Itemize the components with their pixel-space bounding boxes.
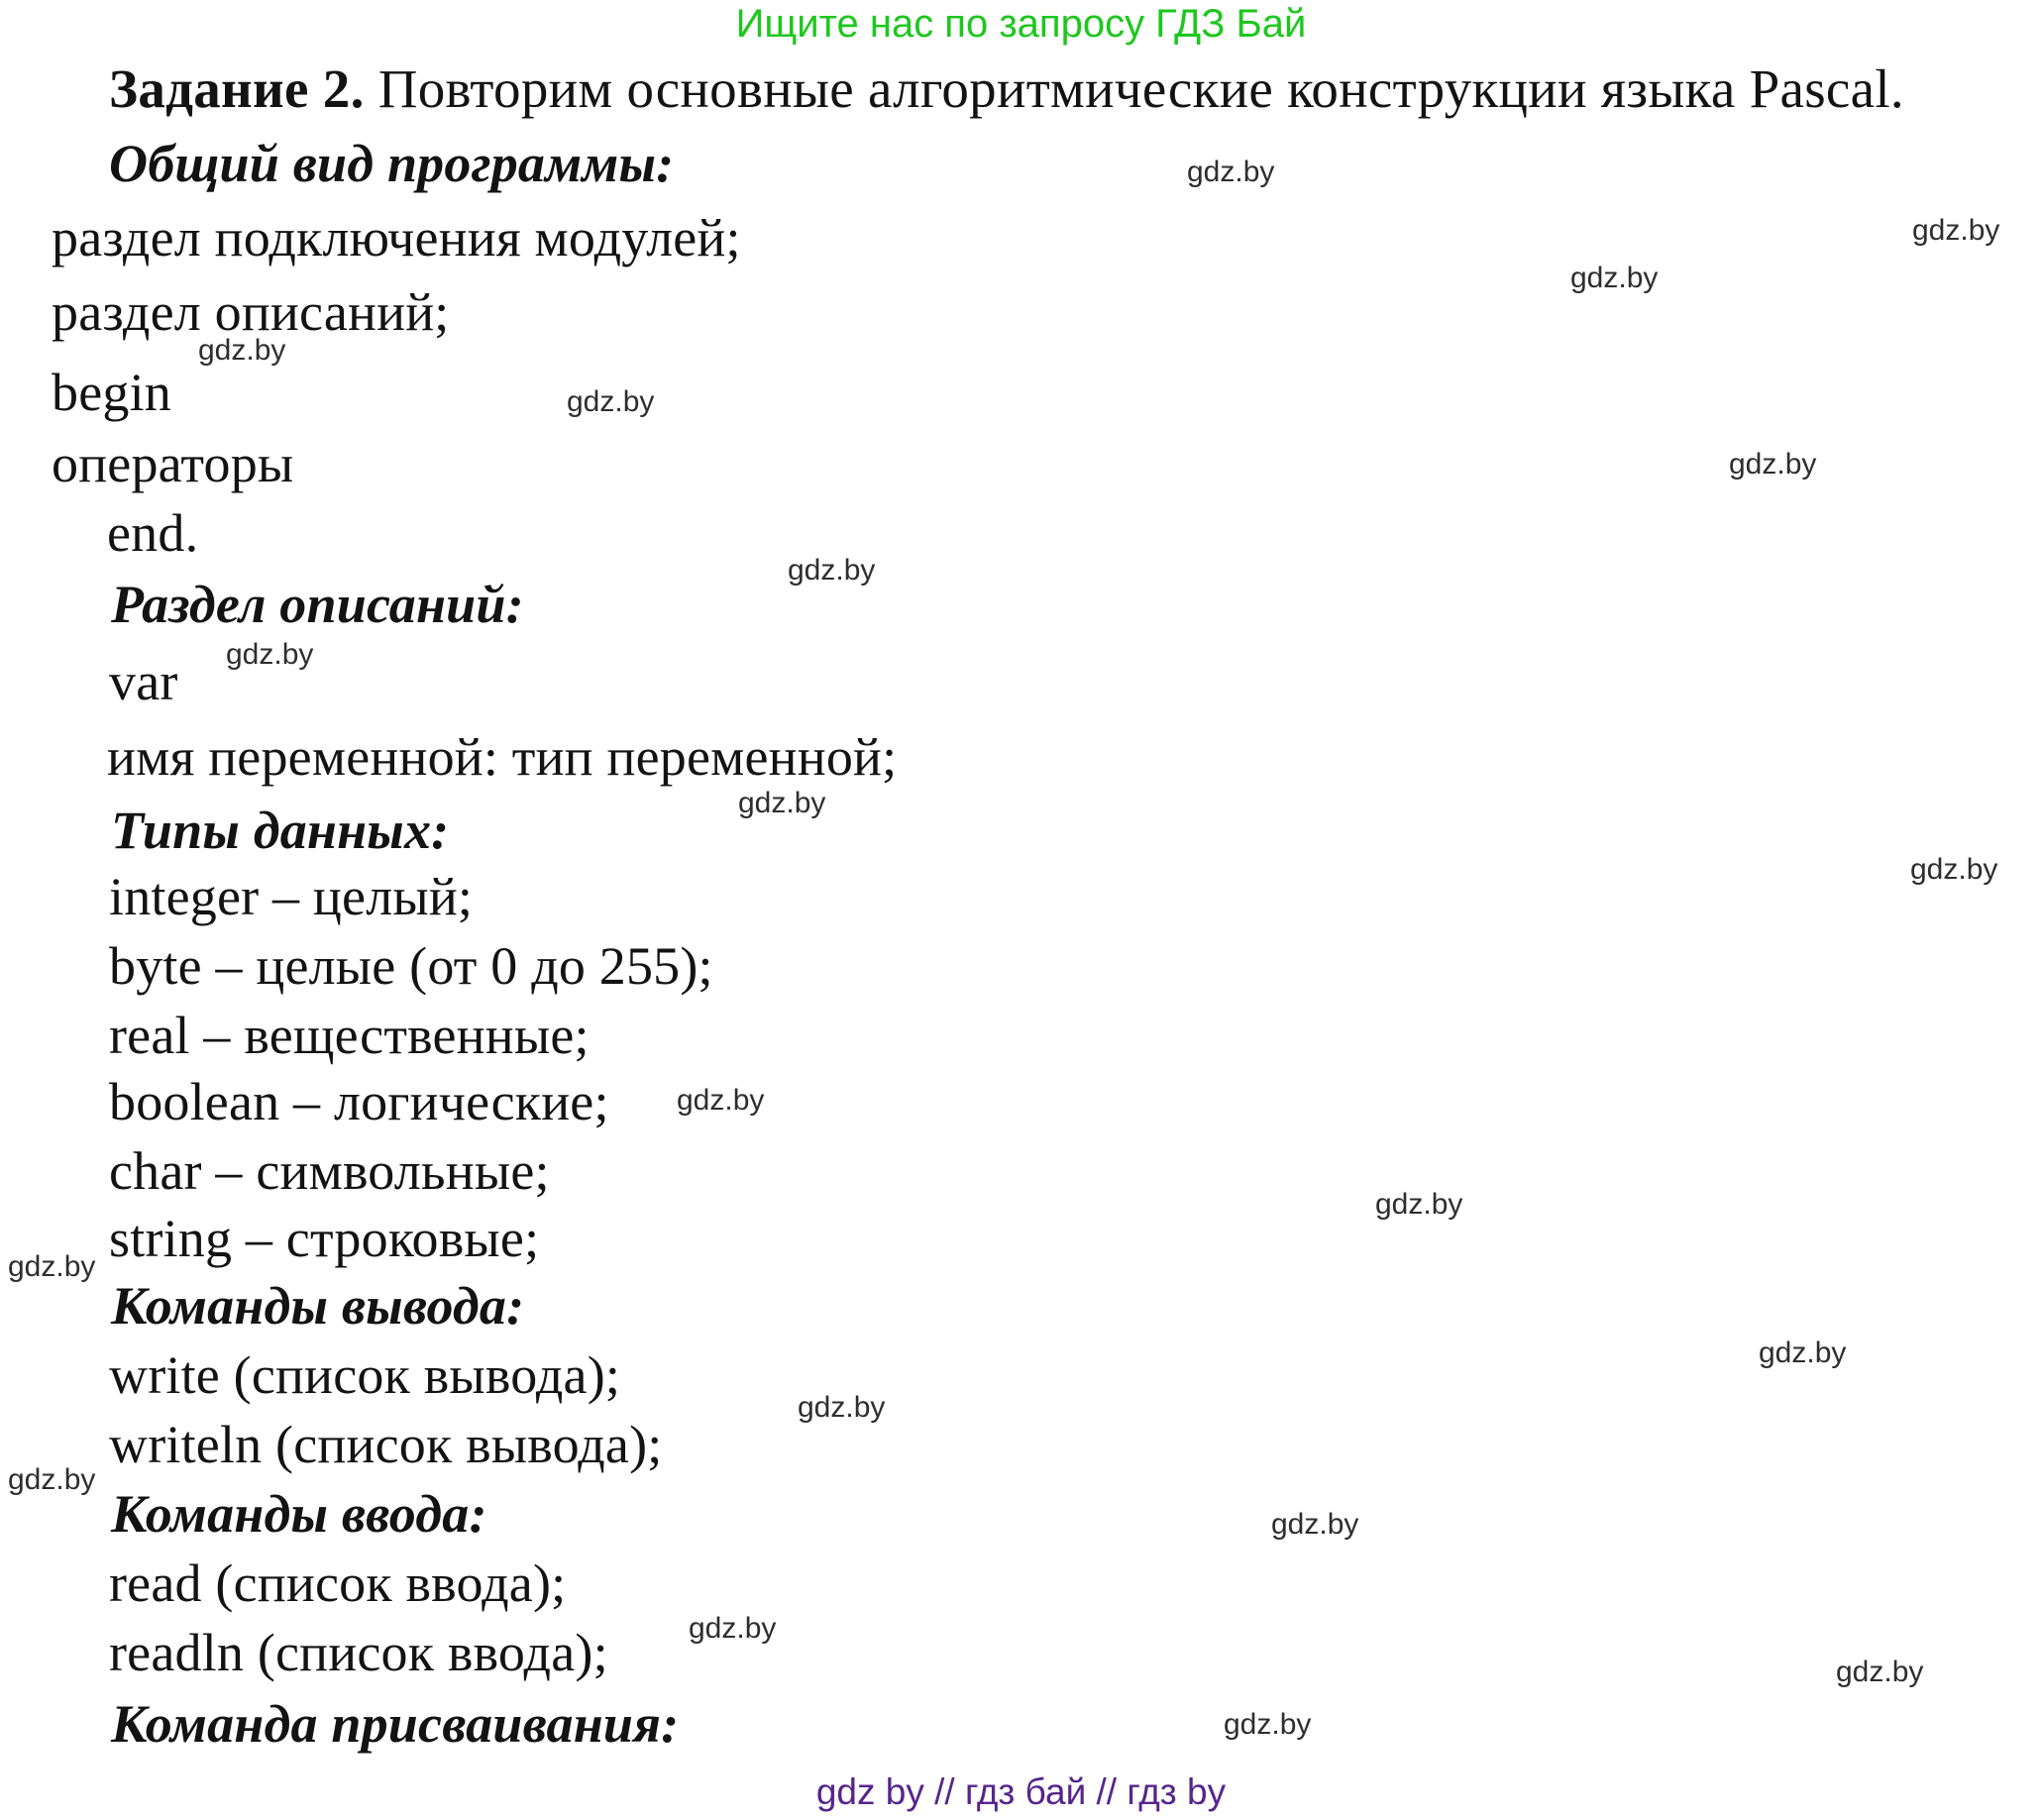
gdz-watermark: gdz.by [1271, 1508, 1359, 1541]
line-variable-name-type: имя переменной: тип переменной; [107, 727, 898, 787]
gdz-watermark: gdz.by [1759, 1337, 1847, 1369]
line-writeln: writeln (список вывода); [109, 1415, 663, 1474]
line-declarations-section: раздел описаний; [52, 282, 450, 342]
task-title: Задание 2. Повторим основные алгоритмиче… [109, 57, 1904, 121]
gdz-watermark: gdz.by [1375, 1188, 1463, 1221]
gdz-watermark: gdz.by [1836, 1656, 1924, 1688]
gdz-watermark: gdz.by [1910, 853, 1998, 886]
gdz-watermark: gdz.by [1570, 262, 1659, 294]
gdz-watermark: gdz.by [689, 1612, 777, 1645]
gdz-watermark: gdz.by [677, 1084, 765, 1117]
line-var: var [109, 652, 178, 711]
promo-banner: Ищите нас по запросу ГДЗ Бай [735, 2, 1307, 46]
line-modules-section: раздел подключения модулей; [52, 208, 741, 268]
line-operators: операторы [52, 434, 294, 493]
footer-banner: gdz by // гдз бай // гдз by [815, 1771, 1227, 1812]
heading-data-types: Типы данных: [111, 801, 450, 860]
gdz-watermark: gdz.by [798, 1391, 886, 1424]
gdz-watermark: gdz.by [738, 787, 826, 819]
line-type-boolean: boolean – логические; [109, 1072, 609, 1131]
gdz-watermark: gdz.by [788, 554, 876, 587]
line-type-byte: byte – целые (от 0 до 255); [109, 936, 713, 996]
gdz-watermark: gdz.by [1729, 448, 1817, 481]
gdz-watermark: gdz.by [1224, 1708, 1312, 1741]
heading-declarations: Раздел описаний: [111, 575, 524, 634]
heading-assignment-command: Команда присваивания: [111, 1694, 680, 1754]
heading-program-general-view: Общий вид программы: [109, 134, 675, 193]
gdz-watermark: gdz.by [8, 1463, 96, 1496]
heading-output-commands: Команды вывода: [111, 1276, 525, 1336]
line-type-string: string – строковые; [109, 1209, 540, 1268]
gdz-watermark: gdz.by [226, 638, 314, 671]
task-number-label: Задание 2. [109, 58, 365, 119]
gdz-watermark: gdz.by [567, 385, 655, 418]
line-end: end. [107, 503, 199, 563]
line-begin: begin [52, 363, 171, 422]
gdz-watermark: gdz.by [198, 334, 286, 367]
line-type-char: char – символьные; [109, 1141, 550, 1201]
gdz-watermark: gdz.by [1912, 214, 2000, 247]
line-readln: readln (список ввода); [109, 1623, 608, 1682]
line-read: read (список ввода); [109, 1553, 567, 1613]
heading-input-commands: Команды ввода: [111, 1484, 487, 1544]
task-description: Повторим основные алгоритмические констр… [364, 58, 1904, 119]
line-write: write (список вывода); [109, 1345, 621, 1405]
gdz-watermark: gdz.by [8, 1250, 96, 1283]
line-type-integer: integer – целый; [109, 867, 474, 926]
line-type-real: real – вещественные; [109, 1006, 590, 1065]
gdz-watermark: gdz.by [1187, 156, 1275, 188]
